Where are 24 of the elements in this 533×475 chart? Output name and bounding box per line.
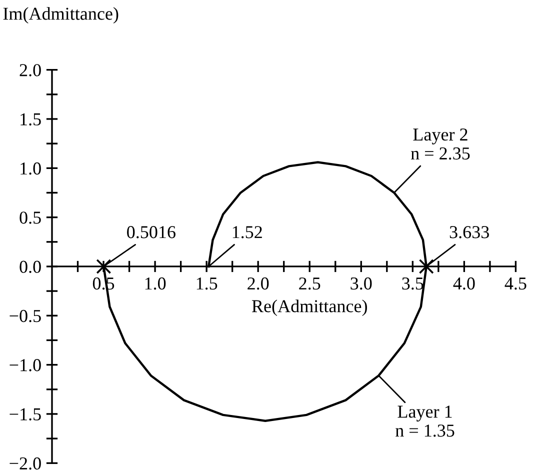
y-tick-label: 0.5 xyxy=(20,212,41,224)
x-tick-label: 1.5 xyxy=(196,278,218,290)
annotation: 1.52 xyxy=(232,226,262,238)
annotation: 0.5016 xyxy=(127,226,176,238)
y-tick-label: 0.0 xyxy=(20,260,41,273)
x-tick-label: 3.0 xyxy=(350,277,372,290)
annotation: Layer 2 n = 2.35 xyxy=(410,128,470,160)
y-tick-label: −1.5 xyxy=(10,408,41,420)
y-tick-label: 2.0 xyxy=(20,64,41,76)
annotation: 3.633 xyxy=(450,226,489,238)
y-axis-title: Im(Admittance) xyxy=(3,7,118,24)
y-tick-label: 1.0 xyxy=(20,162,41,175)
x-axis-title: Re(Admittance) xyxy=(252,300,367,316)
x-tick-label: 2.0 xyxy=(248,277,269,290)
x-tick-label: 3.5 xyxy=(402,277,424,290)
x-tick-label: 2.5 xyxy=(299,277,320,290)
annotation: Layer 1 n = 1.35 xyxy=(396,406,454,437)
y-tick-label: −2.0 xyxy=(10,457,41,470)
y-tick-label: −0.5 xyxy=(10,310,41,322)
x-tick-label: 4.5 xyxy=(504,278,526,290)
x-tick-label: 1.0 xyxy=(145,277,166,290)
y-tick-label: −1.0 xyxy=(10,359,41,372)
y-tick-label: 1.5 xyxy=(20,113,41,126)
x-tick-label: 4.0 xyxy=(453,277,475,290)
